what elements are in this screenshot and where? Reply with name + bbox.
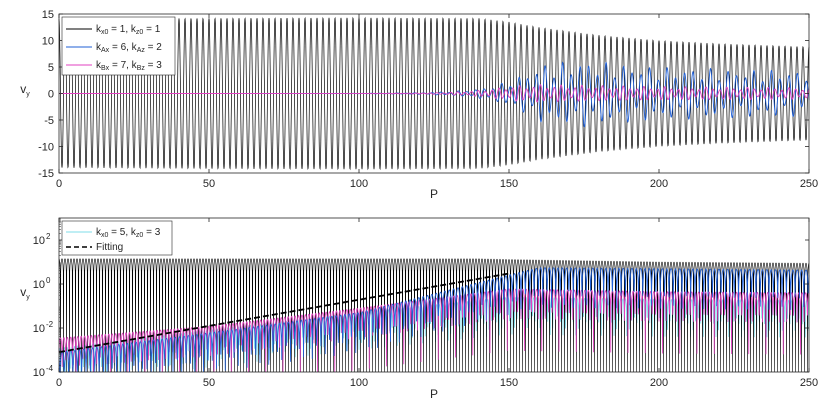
top-legend: kx0 = 1, kz0 = 1 kAx = 6, kAz = 2 kBx = … — [61, 16, 176, 76]
bottom-legend-box — [61, 220, 173, 256]
bottom-y-tick-label: 10 — [33, 235, 45, 247]
bottom-y-axis-label: vy — [20, 285, 30, 301]
bottom-y-tick-label: 10 — [33, 367, 45, 379]
legend-entry-1: kx0 = 1, kz0 = 1 — [66, 24, 161, 36]
bottom-series-line-2 — [58, 267, 810, 374]
top-y-tick-label: 0 — [48, 89, 54, 101]
legend-entry-3: kBx = 7, kBz = 3 — [66, 60, 162, 72]
bottom-y-tick-label: 10 — [33, 279, 45, 291]
bottom-fit-layer — [58, 272, 510, 354]
top-panel: 0 50 100 150 200 250 -15 -10 -5 0 5 10 15 P vy kx0 … — [20, 9, 818, 201]
legend-entry-2: kAx = 6, kAz = 2 — [66, 42, 162, 54]
legend-label-3: kBx = 7, kBz = 3 — [96, 60, 162, 72]
top-x-tick-label: 100 — [350, 178, 368, 190]
bottom-x-axis-label: P — [430, 387, 438, 401]
top-y-tick-label: -5 — [44, 115, 54, 127]
bottom-x-ticks: 0 50 100 150 200 250 — [56, 218, 818, 389]
legend-entry-fitting: Fitting — [66, 242, 123, 253]
bottom-y-tick-exponent: -2 — [46, 320, 54, 329]
top-x-ticks: 0 50 100 150 200 250 — [56, 14, 818, 190]
bottom-x-tick-label: 0 — [56, 377, 62, 389]
top-x-tick-label: 0 — [56, 178, 62, 190]
top-series-line-1 — [58, 16, 810, 171]
legend-entry-cyan: kx0 = 5, kz0 = 3 — [66, 227, 161, 239]
bottom-x-tick-label: 50 — [203, 377, 215, 389]
bottom-legend: kx0 = 5, kz0 = 3 Fitting — [61, 220, 173, 256]
legend-label-1: kx0 = 1, kz0 = 1 — [96, 24, 161, 36]
top-x-tick-label: 200 — [650, 178, 668, 190]
top-x-tick-label: 150 — [500, 178, 518, 190]
top-y-axis-label: vy — [20, 82, 30, 98]
top-x-tick-label: 250 — [800, 178, 818, 190]
legend-label-2: kAx = 6, kAz = 2 — [96, 42, 162, 54]
bottom-x-tick-label: 250 — [800, 377, 818, 389]
bottom-x-tick-label: 150 — [500, 377, 518, 389]
bottom-x-tick-label: 200 — [650, 377, 668, 389]
top-y-tick-label: -15 — [38, 168, 54, 180]
bottom-y-tick-exponent: -4 — [46, 364, 54, 373]
legend-label-cyan: kx0 = 5, kz0 = 3 — [96, 227, 161, 239]
top-y-ticks: -15 -10 -5 0 5 10 15 — [38, 9, 809, 180]
top-y-tick-label: 10 — [42, 36, 54, 48]
top-y-tick-label: -10 — [38, 142, 54, 154]
bottom-y-tick-label: 10 — [33, 323, 45, 335]
bottom-x-tick-label: 100 — [350, 377, 368, 389]
top-x-tick-label: 50 — [203, 178, 215, 190]
top-x-axis-label: P — [430, 187, 438, 201]
bottom-y-tick-exponent: 0 — [46, 276, 51, 285]
top-y-tick-label: 15 — [42, 9, 54, 21]
bottom-axes-box — [58, 217, 810, 373]
top-series-line-3 — [59, 84, 810, 103]
fitting-line — [58, 272, 510, 354]
bottom-y-tick-exponent: 2 — [46, 232, 51, 241]
top-y-tick-label: 5 — [48, 62, 54, 74]
legend-label-fitting: Fitting — [96, 242, 123, 253]
top-series-layer — [58, 16, 810, 171]
